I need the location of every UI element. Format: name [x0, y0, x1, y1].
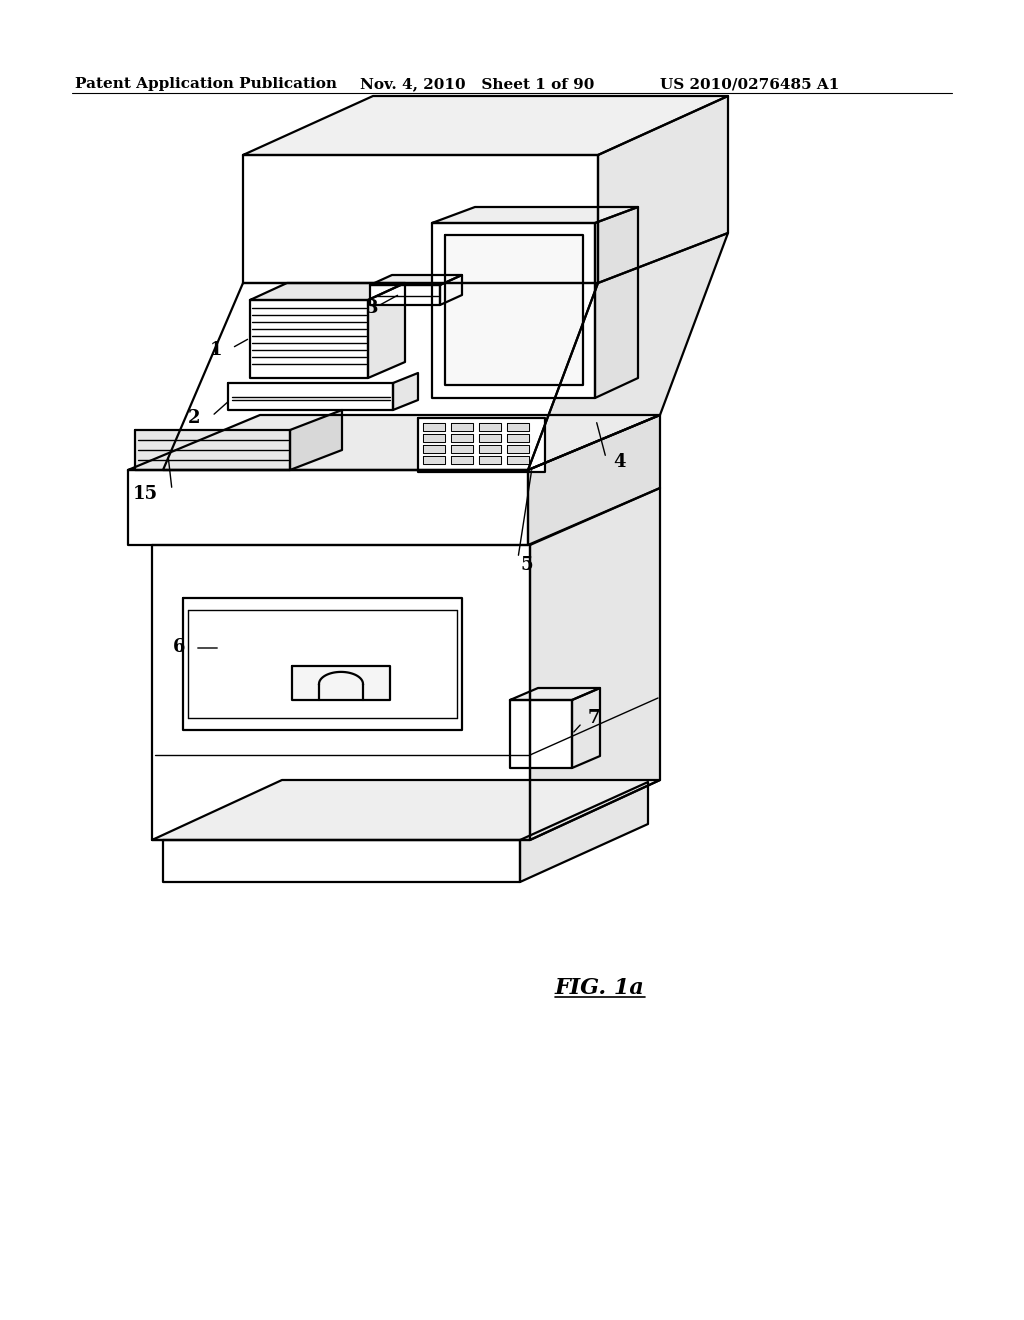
Polygon shape: [370, 285, 440, 305]
Polygon shape: [292, 667, 390, 700]
Text: 2: 2: [187, 409, 200, 426]
Polygon shape: [423, 434, 445, 442]
Polygon shape: [445, 235, 583, 385]
Polygon shape: [368, 282, 406, 378]
Polygon shape: [250, 300, 368, 378]
Polygon shape: [163, 840, 520, 882]
Polygon shape: [432, 223, 595, 399]
Polygon shape: [152, 780, 660, 840]
Polygon shape: [598, 96, 728, 282]
Text: Patent Application Publication: Patent Application Publication: [75, 77, 337, 91]
Polygon shape: [250, 282, 406, 300]
Polygon shape: [479, 434, 501, 442]
Text: FIG. 1a: FIG. 1a: [555, 977, 645, 999]
Polygon shape: [451, 422, 473, 432]
Text: 1: 1: [210, 341, 222, 359]
Polygon shape: [423, 422, 445, 432]
Polygon shape: [183, 598, 462, 730]
Polygon shape: [528, 414, 660, 545]
Polygon shape: [393, 374, 418, 411]
Polygon shape: [507, 445, 529, 453]
Polygon shape: [128, 470, 528, 545]
Text: 15: 15: [133, 484, 158, 503]
Text: 3: 3: [366, 300, 378, 317]
Polygon shape: [507, 455, 529, 465]
Polygon shape: [152, 545, 530, 840]
Polygon shape: [423, 455, 445, 465]
Polygon shape: [451, 434, 473, 442]
Polygon shape: [228, 383, 393, 411]
Polygon shape: [135, 430, 290, 470]
Polygon shape: [243, 154, 598, 282]
Polygon shape: [423, 445, 445, 453]
Polygon shape: [595, 207, 638, 399]
Polygon shape: [451, 455, 473, 465]
Polygon shape: [510, 700, 572, 768]
Text: 5: 5: [520, 556, 532, 574]
Polygon shape: [479, 445, 501, 453]
Polygon shape: [528, 234, 728, 470]
Polygon shape: [440, 275, 462, 305]
Text: 7: 7: [588, 709, 600, 727]
Polygon shape: [370, 275, 462, 285]
Polygon shape: [243, 96, 728, 154]
Polygon shape: [163, 282, 598, 470]
Polygon shape: [530, 488, 660, 840]
Text: 4: 4: [613, 453, 626, 471]
Polygon shape: [479, 455, 501, 465]
Polygon shape: [128, 414, 660, 470]
Polygon shape: [432, 207, 638, 223]
Text: Nov. 4, 2010   Sheet 1 of 90: Nov. 4, 2010 Sheet 1 of 90: [360, 77, 594, 91]
Polygon shape: [418, 418, 545, 473]
Text: 6: 6: [172, 638, 185, 656]
Polygon shape: [451, 445, 473, 453]
Polygon shape: [507, 434, 529, 442]
Polygon shape: [520, 781, 648, 882]
Polygon shape: [479, 422, 501, 432]
Polygon shape: [572, 688, 600, 768]
Polygon shape: [507, 422, 529, 432]
Polygon shape: [510, 688, 600, 700]
Text: US 2010/0276485 A1: US 2010/0276485 A1: [660, 77, 840, 91]
Polygon shape: [290, 411, 342, 470]
